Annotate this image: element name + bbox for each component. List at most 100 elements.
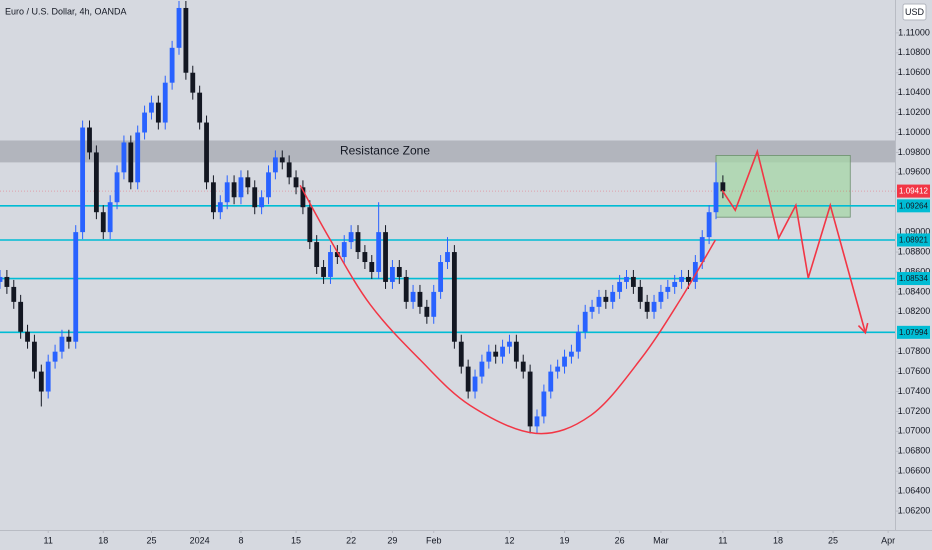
x-tick-label: Apr — [881, 535, 895, 545]
target-box — [715, 155, 851, 218]
candle-body — [665, 286, 671, 292]
candle-body — [445, 252, 450, 263]
level-tag — [897, 233, 930, 247]
candle-body — [45, 361, 51, 392]
x-tick-label: 11 — [44, 535, 53, 545]
x-tick-label: 8 — [238, 535, 243, 545]
chart-title: Euro / U.S. Dollar, 4h, OANDA — [5, 6, 127, 16]
x-tick-label: 26 — [615, 535, 625, 545]
candle-body — [417, 291, 423, 307]
candle-body — [451, 252, 457, 342]
candle-body — [190, 72, 196, 93]
candle-body — [603, 296, 609, 302]
candle-body — [197, 92, 203, 123]
candle-body — [362, 252, 368, 263]
candle-body — [672, 281, 678, 287]
candle-body — [149, 102, 154, 113]
candle-body — [582, 311, 588, 332]
currency-box[interactable] — [902, 3, 927, 21]
level-tag-label: 1.07994 — [899, 328, 928, 337]
candle-body — [720, 182, 726, 192]
candle-body — [369, 262, 375, 272]
candle-body — [314, 242, 320, 267]
plot: Resistance Zone — [0, 0, 895, 435]
x-tick-label: 15 — [291, 535, 301, 545]
candle-body — [713, 182, 719, 213]
resistance-zone — [0, 140, 895, 163]
x-tick-label: Mar — [653, 535, 669, 545]
candle-body — [458, 341, 464, 367]
level-tag — [897, 272, 930, 286]
candle-body — [644, 301, 650, 312]
candle-body — [4, 276, 10, 287]
level-tag-label: 1.08921 — [899, 236, 928, 245]
candle-body — [376, 232, 382, 272]
candle-body — [183, 7, 189, 73]
candle-body — [204, 122, 209, 183]
candle-body — [500, 346, 505, 357]
candle-body — [513, 341, 519, 362]
candle-body — [238, 177, 244, 198]
x-tick-label: 11 — [718, 535, 727, 545]
candle-body — [59, 336, 65, 352]
candle-body — [431, 291, 437, 317]
x-tick-label: 22 — [346, 535, 356, 545]
candle-body — [107, 202, 113, 233]
x-tick-label: 29 — [387, 535, 397, 545]
y-tick-label: 1.10800 — [898, 47, 931, 57]
x-tick-label: 18 — [773, 535, 783, 545]
candle-body — [383, 232, 388, 282]
candle-body — [169, 47, 175, 83]
candle-body — [162, 82, 168, 123]
candle-body — [211, 182, 216, 213]
candle-body — [507, 341, 512, 347]
candle-body — [176, 7, 182, 48]
candle-body — [93, 152, 99, 213]
candle-body — [699, 237, 705, 263]
y-tick-label: 1.10600 — [898, 67, 931, 77]
candle-body — [486, 351, 492, 362]
x-tick-label: 18 — [98, 535, 108, 545]
candle-body — [396, 266, 402, 277]
y-tick-label: 1.10400 — [898, 87, 931, 97]
candle-body — [472, 376, 478, 392]
candle-body — [541, 391, 547, 417]
candle-body — [259, 197, 265, 208]
last-price-label: 1.09412 — [899, 187, 928, 196]
candle-body — [630, 276, 636, 287]
candle-body — [651, 301, 657, 312]
candle-body — [569, 351, 574, 357]
candle-body — [100, 212, 106, 233]
candle-body — [66, 336, 72, 342]
y-tick-label: 1.06200 — [898, 505, 931, 515]
candle-body — [706, 212, 712, 238]
candle-body — [548, 371, 554, 392]
cup-curve — [299, 184, 716, 435]
candle-body — [155, 102, 161, 123]
candle-body — [231, 182, 237, 198]
y-tick-label: 1.07200 — [898, 406, 931, 416]
currency[interactable]: USD — [905, 7, 925, 17]
last-price-tag — [897, 184, 930, 198]
candle-body — [80, 127, 86, 233]
candle-body — [679, 276, 684, 282]
candle-body — [293, 177, 299, 188]
candle-body — [390, 266, 395, 282]
candle-body — [686, 276, 691, 282]
y-tick-label: 1.11000 — [898, 27, 930, 37]
y-tick-label: 1.09600 — [898, 167, 931, 177]
y-tick-label: 1.08400 — [898, 286, 931, 296]
level-tag — [897, 325, 930, 339]
y-tick-label: 1.06400 — [898, 486, 931, 496]
y-tick-label: 1.08200 — [898, 306, 931, 316]
y-tick-label: 1.10000 — [898, 127, 931, 137]
candle-body — [279, 157, 285, 163]
y-tick-label: 1.06600 — [898, 466, 931, 476]
candle-body — [328, 252, 333, 277]
level-tag-label: 1.08534 — [899, 274, 928, 283]
candle-body — [355, 232, 361, 253]
candle-body — [520, 361, 526, 372]
